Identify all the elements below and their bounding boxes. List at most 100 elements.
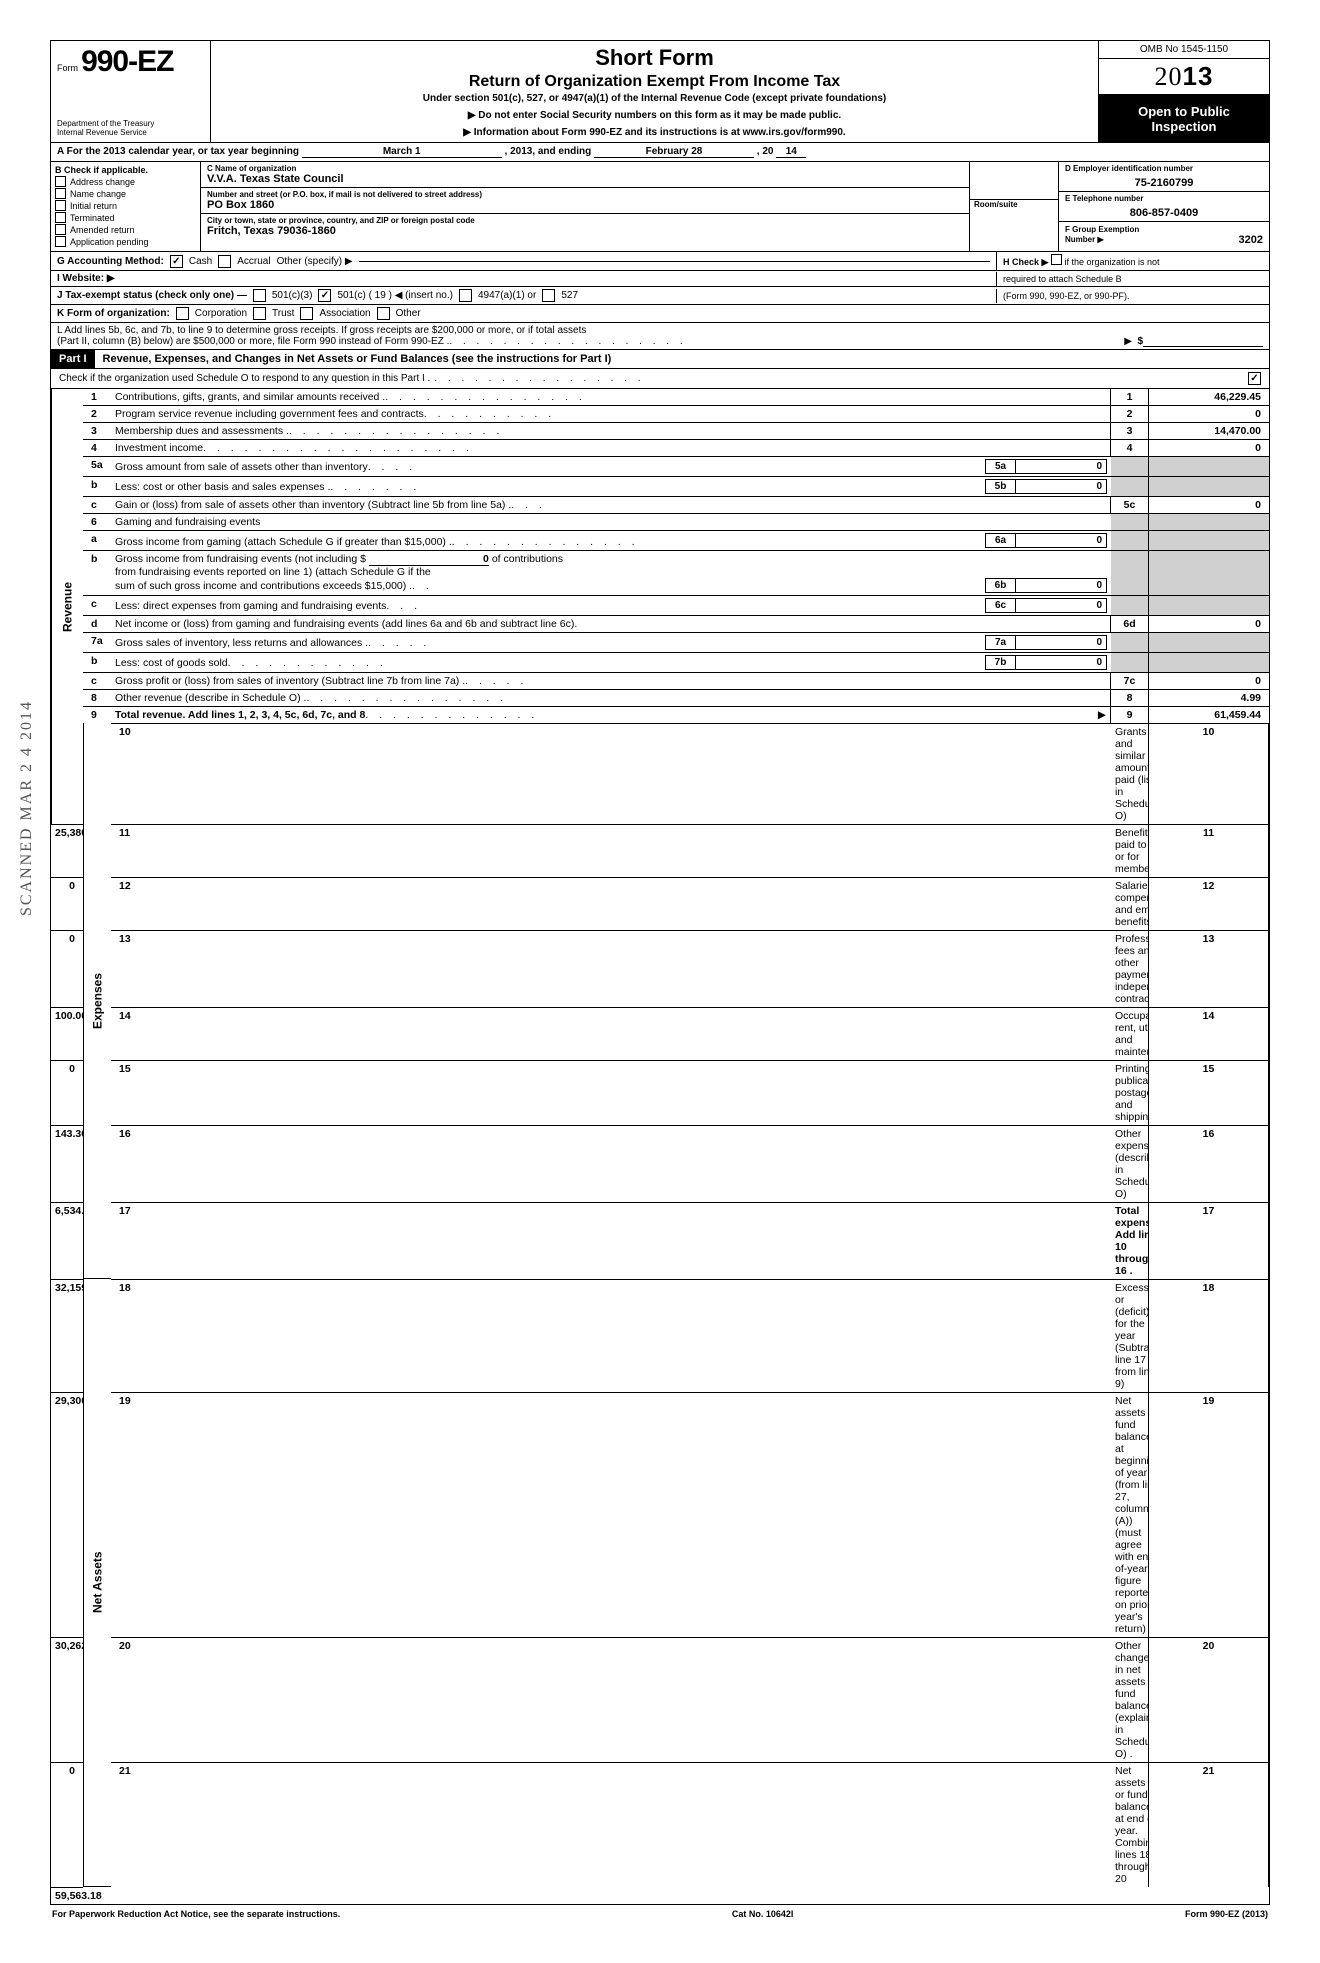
row-j: J Tax-exempt status (check only one) — 5…	[50, 287, 1270, 305]
part-1-check-o-text: Check if the organization used Schedule …	[59, 373, 430, 384]
ln-1-rn: 1	[1111, 389, 1149, 405]
ln-9-val[interactable]: 61,459.44	[1149, 706, 1269, 723]
ln-10-rn: 10	[1149, 723, 1269, 824]
room-suite-label: Room/suite	[974, 200, 1054, 209]
org-address[interactable]: PO Box 1860	[207, 199, 963, 211]
ln-18-val[interactable]: 29,300.36	[51, 1392, 83, 1637]
ln-15-rn: 15	[1149, 1060, 1269, 1125]
ln-3-num: 3	[83, 422, 111, 439]
h-label: H Check ▶	[1003, 257, 1048, 267]
ln-5a-sv[interactable]: 0	[1016, 460, 1106, 473]
other-method-input[interactable]	[359, 261, 990, 262]
chk-schedule-b[interactable]	[1051, 254, 1062, 265]
ln-6d-num: d	[83, 615, 111, 632]
period-end[interactable]: February 28	[594, 146, 754, 158]
ln-5b-sn: 5b	[986, 480, 1016, 493]
ln-16-val[interactable]: 6,534.89	[51, 1202, 83, 1279]
period-end-year[interactable]: 14	[776, 146, 806, 158]
chk-name-change[interactable]	[55, 188, 66, 199]
ln-5a-num: 5a	[83, 456, 111, 476]
ln-19-val[interactable]: 30,262.82	[51, 1637, 83, 1762]
ln-2-val[interactable]: 0	[1149, 405, 1269, 422]
ln-8-val[interactable]: 4.99	[1149, 689, 1269, 706]
row-a-text: A For the 2013 calendar year, or tax yea…	[57, 146, 299, 157]
ln-6b-contrib[interactable]: 0	[369, 553, 489, 566]
ln-10-num: 10	[111, 723, 1111, 824]
ln-7c-desc: Gross profit or (loss) from sales of inv…	[115, 675, 465, 687]
ln-6b-sv[interactable]: 0	[1016, 579, 1106, 592]
form-label: Form	[57, 63, 78, 73]
chk-schedule-o[interactable]: ✓	[1248, 372, 1261, 385]
tax-exempt-label: J Tax-exempt status (check only one) —	[57, 290, 247, 301]
chk-501c[interactable]: ✓	[318, 289, 331, 302]
chk-pending[interactable]	[55, 236, 66, 247]
chk-accrual[interactable]	[218, 255, 231, 268]
chk-other-org[interactable]	[377, 307, 390, 320]
row-l-line2: (Part II, column (B) below) are $500,000…	[57, 336, 449, 347]
chk-amended[interactable]	[55, 224, 66, 235]
ln-21-val[interactable]: 59,563.18	[51, 1887, 83, 1904]
form-number: 990-EZ	[81, 45, 173, 78]
form-header: Form 990-EZ Department of the Treasury I…	[50, 40, 1270, 143]
ln-5b-sv[interactable]: 0	[1016, 480, 1106, 493]
ln-21-num: 21	[111, 1762, 1111, 1887]
group-exempt-value[interactable]: 3202	[1239, 234, 1263, 246]
ln-6a-sv[interactable]: 0	[1016, 534, 1106, 547]
ln-15-val[interactable]: 143.36	[51, 1125, 83, 1202]
ln-10-val[interactable]: 25,380.83	[51, 824, 83, 877]
ein-value[interactable]: 75-2160799	[1065, 177, 1263, 189]
footer-mid: Cat No. 10642I	[732, 1909, 794, 1919]
org-city[interactable]: Fritch, Texas 79036-1860	[207, 225, 963, 237]
ln-5b-rn-shade	[1111, 476, 1149, 496]
phone-value[interactable]: 806-857-0409	[1065, 207, 1263, 219]
chk-initial-return[interactable]	[55, 200, 66, 211]
ln-3-desc: Membership dues and assessments .	[115, 425, 289, 437]
ln-8-desc: Other revenue (describe in Schedule O) .	[115, 692, 306, 704]
chk-association[interactable]	[300, 307, 313, 320]
ln-4-val[interactable]: 0	[1149, 439, 1269, 456]
ln-5b-num: b	[83, 476, 111, 496]
ln-12-val[interactable]: 0	[51, 930, 83, 1007]
chk-corporation[interactable]	[176, 307, 189, 320]
period-begin[interactable]: March 1	[302, 146, 502, 158]
ln-7b-num: b	[83, 652, 111, 672]
ln-17-num: 17	[111, 1202, 1111, 1279]
chk-501c3[interactable]	[253, 289, 266, 302]
chk-address-change[interactable]	[55, 176, 66, 187]
ln-6c-sv[interactable]: 0	[1016, 599, 1106, 612]
lbl-association: Association	[319, 308, 370, 319]
ln-5a-rn-shade	[1111, 456, 1149, 476]
dots: . . . . . . . . . . . . . . . . . .	[449, 336, 1124, 347]
chk-4947[interactable]	[459, 289, 472, 302]
ln-3-val[interactable]: 14,470.00	[1149, 422, 1269, 439]
ln-14-num: 14	[111, 1007, 1111, 1060]
h-text3: required to attach Schedule B	[1003, 274, 1122, 284]
ln-7c-num: c	[83, 672, 111, 689]
gross-receipts-input[interactable]	[1143, 336, 1263, 347]
lbl-amended: Amended return	[70, 225, 135, 235]
omb-number: OMB No 1545-1150	[1099, 41, 1269, 59]
ln-17-val[interactable]: 32,159.08	[51, 1279, 83, 1392]
ln-6b-d3: from fundraising events reported on line…	[115, 566, 1107, 578]
ln-7c-val[interactable]: 0	[1149, 672, 1269, 689]
ln-14-val[interactable]: 0	[51, 1060, 83, 1125]
ln-6c-num: c	[83, 595, 111, 615]
ln-5a-val-shade	[1149, 456, 1269, 476]
chk-trust[interactable]	[253, 307, 266, 320]
ln-6c-sn: 6c	[986, 599, 1016, 612]
ln-7b-rn-shade	[1111, 652, 1149, 672]
org-name[interactable]: V.V.A. Texas State Council	[207, 173, 963, 185]
ln-5c-val[interactable]: 0	[1149, 496, 1269, 513]
ln-6d-val[interactable]: 0	[1149, 615, 1269, 632]
ln-1-val[interactable]: 46,229.45	[1149, 389, 1269, 405]
ln-13-val[interactable]: 100.00	[51, 1007, 83, 1060]
chk-527[interactable]	[542, 289, 555, 302]
chk-cash[interactable]: ✓	[170, 255, 183, 268]
ln-11-val[interactable]: 0	[51, 877, 83, 930]
ln-20-val[interactable]: 0	[51, 1762, 83, 1887]
ln-7a-sv[interactable]: 0	[1016, 636, 1106, 649]
chk-terminated[interactable]	[55, 212, 66, 223]
ln-7a-rn-shade	[1111, 632, 1149, 652]
ln-12-num: 12	[111, 877, 1111, 930]
ln-7b-sv[interactable]: 0	[1016, 656, 1106, 669]
